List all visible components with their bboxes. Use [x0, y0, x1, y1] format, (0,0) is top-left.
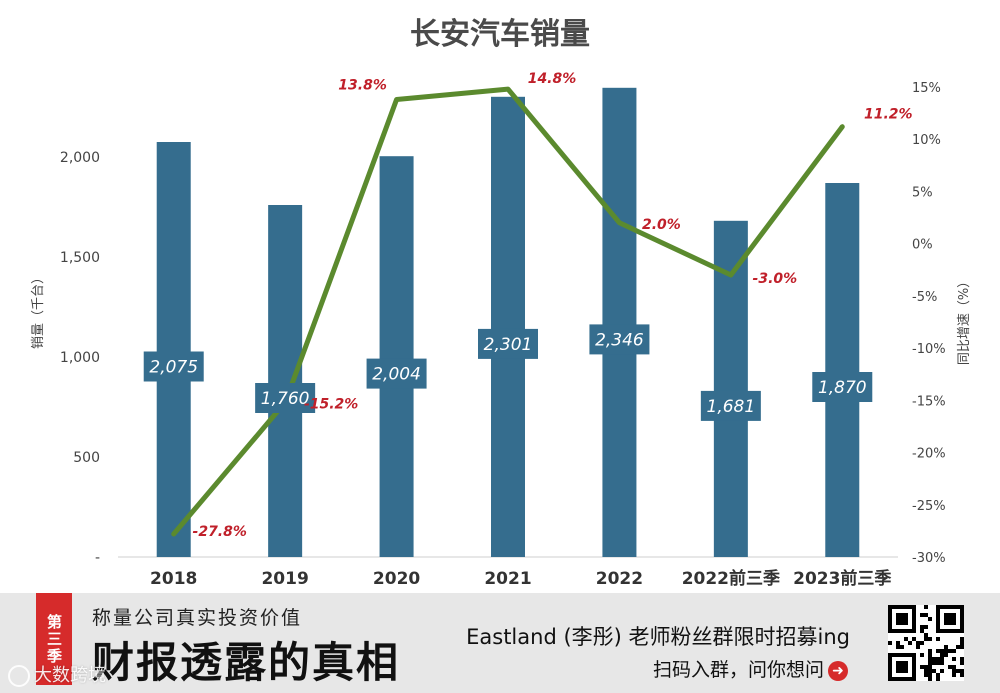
y-tick-label: - [95, 550, 100, 566]
growth-pct-label: 13.8% [338, 78, 387, 94]
bar-value-label: 2,075 [149, 358, 198, 378]
y2-tick-label: -10% [912, 342, 946, 357]
y2-tick-label: 10% [912, 133, 941, 148]
growth-pct-label: 14.8% [528, 71, 577, 87]
y2-axis-title: 同比增速（%） [957, 275, 972, 365]
bar [491, 96, 525, 558]
growth-pct-label: -27.8% [193, 524, 247, 540]
sales-chart: 长安汽车销量 - 500 1,000 1,500 2,000 15% 10% 5% 0% -5%… [31, 17, 972, 589]
y-tick-label: 1,500 [60, 250, 100, 266]
bar-value-label: 1,870 [818, 378, 867, 398]
y2-tick-label: 0% [912, 238, 933, 253]
banner-tagline: 称量公司真实投资价值 [92, 607, 303, 629]
chart-area: 长安汽车销量 - 500 1,000 1,500 2,000 15% 10% 5% 0% -5%… [31, 17, 972, 589]
y2-tick-label: -20% [912, 447, 946, 462]
bar-label-box [143, 351, 204, 382]
growth-pct-label: 2.0% [642, 217, 681, 233]
bar-label-box [700, 390, 761, 421]
growth-pct-label: -3.0% [753, 271, 798, 287]
x-category-label: 2021 [484, 569, 531, 589]
qr-code-icon[interactable] [888, 605, 964, 681]
x-category-label: 2023前三季 [793, 568, 891, 589]
bar-value-label: 1,681 [707, 397, 756, 417]
x-category-label: 2022前三季 [682, 568, 780, 589]
bar-label-box [589, 324, 650, 355]
x-category-label: 2019 [261, 569, 308, 589]
season-badge: 第三季 [36, 593, 72, 685]
bar [602, 87, 637, 558]
y2-tick-label: 5% [912, 185, 933, 200]
bar-value-label: 2,346 [595, 330, 644, 350]
arrow-right-icon: ➜ [828, 660, 848, 681]
y2-tick-label: -30% [912, 551, 946, 566]
y2-tick-label: -25% [912, 499, 946, 514]
promo-banner: 第三季 称量公司真实投资价值 财报透露的真相 Eastland (李彤) 老师粉… [0, 593, 1000, 693]
growth-pct-label: 11.2% [864, 107, 913, 123]
y-tick-label: 2,000 [60, 150, 100, 166]
y2-tick-label: 15% [912, 81, 941, 96]
bar-value-label: 2,004 [372, 365, 421, 385]
bar [825, 183, 860, 557]
recruit-text: Eastland (李彤) 老师粉丝群限时招募ing [466, 625, 850, 649]
x-category-label: 2022 [596, 569, 643, 589]
watermark-logo-icon [8, 665, 30, 687]
banner-title: 财报透露的真相 [92, 638, 401, 687]
y2-tick-label: -15% [912, 394, 946, 409]
y-axis-title: 销量（千台） [31, 271, 46, 349]
bar-value-label: 1,760 [261, 389, 310, 409]
scan-text: 扫码入群，问你想问 [652, 659, 824, 681]
bar-value-label: 2,301 [484, 335, 533, 355]
bar-label-box [366, 358, 427, 389]
y2-tick-label: -5% [912, 290, 937, 305]
bar [156, 142, 191, 557]
y-tick-label: 1,000 [60, 350, 100, 366]
x-category-label: 2020 [373, 569, 420, 589]
watermark-text: 大数跨境 [34, 665, 106, 686]
watermark: 大数跨境 [8, 661, 106, 687]
bar-label-box [812, 372, 873, 402]
growth-pct-label: -15.2% [304, 396, 358, 412]
y-tick-label: 500 [73, 450, 100, 466]
bar [379, 156, 414, 557]
bar-label-box [255, 383, 316, 413]
scan-prompt[interactable]: 扫码入群，问你想问 ➜ [653, 655, 848, 682]
bar [268, 205, 303, 557]
bar-label-box [478, 328, 538, 359]
x-category-label: 2018 [150, 569, 197, 589]
chart-title: 长安汽车销量 [410, 17, 590, 52]
